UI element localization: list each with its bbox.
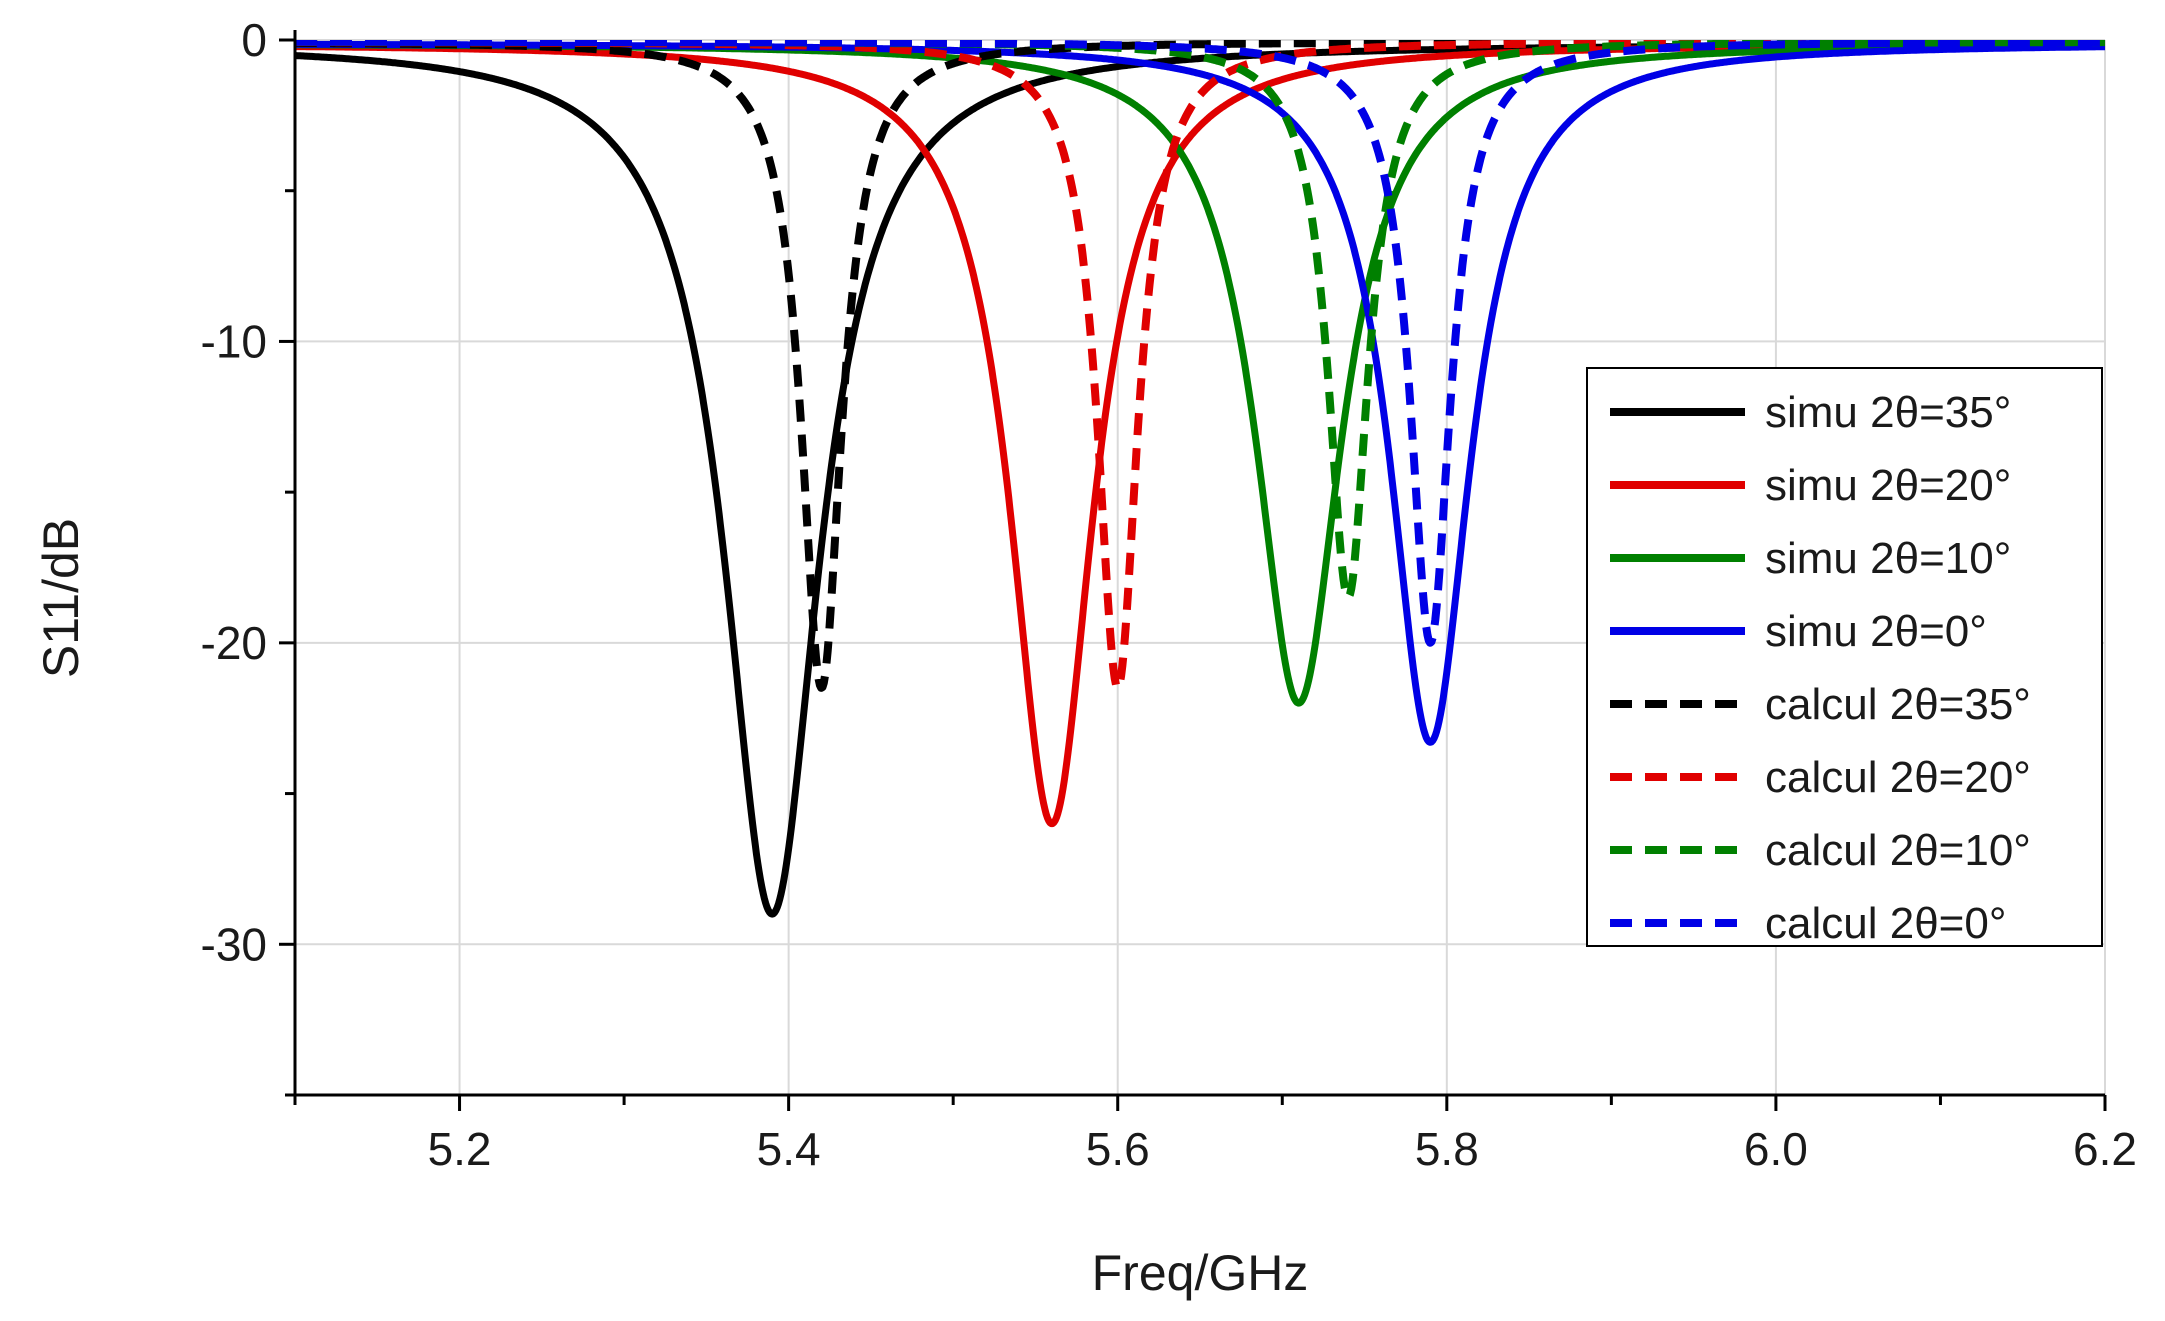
legend-label: simu 2θ=10°: [1765, 534, 2011, 583]
legend: simu 2θ=35° simu 2θ=20° simu 2θ=10° simu 2θ…: [1586, 367, 2103, 948]
legend-label: calcul 2θ=20°: [1765, 753, 2031, 802]
legend-label: calcul 2θ=35°: [1765, 680, 2031, 729]
x-tick-label: 5.4: [757, 1123, 821, 1175]
x-tick-label: 6.2: [2073, 1123, 2137, 1175]
legend-label: calcul 2θ=10°: [1765, 826, 2031, 875]
x-tick-label: 5.8: [1415, 1123, 1479, 1175]
series-group: [295, 40, 2105, 918]
y-axis-title: S11/dB: [33, 518, 89, 678]
y-tick-label: -20: [201, 617, 267, 669]
y-tick-label: 0: [241, 14, 267, 66]
x-tick-label: 5.2: [428, 1123, 492, 1175]
axes: 5.2 5.4 5.6 5.8 6.0 6.2 0 -10 -20 -30: [201, 14, 2137, 1175]
legend-box: [1586, 367, 2103, 947]
x-axis-title: Freq/GHz: [1092, 1245, 1309, 1301]
legend-label: calcul 2θ=0°: [1765, 899, 2006, 948]
x-tick-label: 5.6: [1086, 1123, 1150, 1175]
legend-label: simu 2θ=0°: [1765, 607, 1987, 656]
y-tick-label: -30: [201, 918, 267, 970]
series-line: [295, 40, 2105, 647]
legend-label: simu 2θ=20°: [1765, 461, 2011, 510]
x-tick-label: 6.0: [1744, 1123, 1808, 1175]
legend-label: simu 2θ=35°: [1765, 388, 2011, 437]
y-tick-label: -10: [201, 315, 267, 367]
